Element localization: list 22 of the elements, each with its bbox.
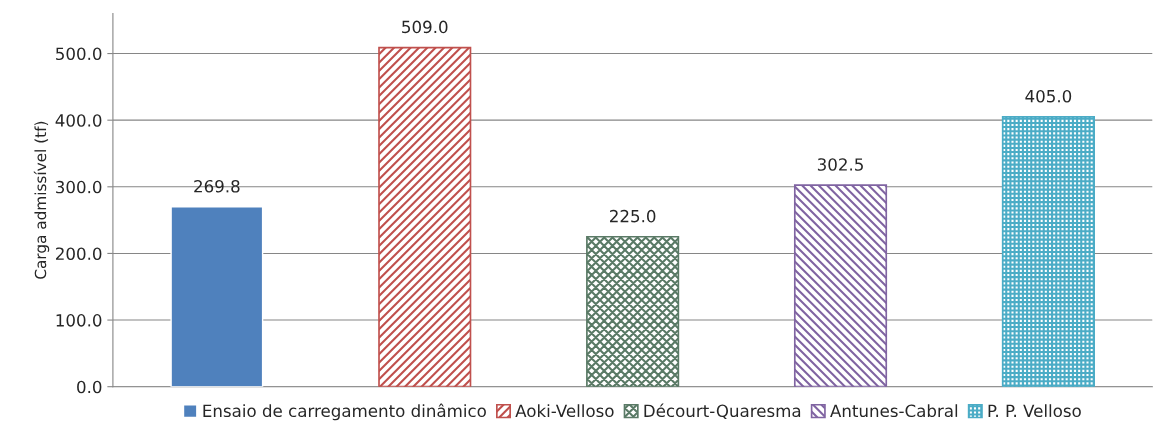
y-tick-label: 500.0 [56, 47, 102, 61]
legend-label: Aoki-Velloso [515, 404, 614, 418]
y-tick-label: 300.0 [56, 180, 102, 194]
bar [170, 206, 264, 387]
bar [1001, 116, 1095, 387]
text: 269.8 [194, 179, 240, 193]
text: 225.0 [610, 209, 656, 223]
y-axis-title: Carga admissível (tf) [33, 121, 50, 279]
legend-label: Décourt-Quaresma [644, 403, 801, 420]
bar [793, 184, 888, 387]
bar [586, 235, 680, 387]
text: 302.5 [817, 158, 863, 171]
text: 405.0 [1025, 89, 1072, 103]
legend-label: P. P. Velloso [988, 404, 1081, 418]
y-tick-label: 400.0 [55, 114, 102, 127]
legend-label: Ensaio de carregamento dinâmico [203, 403, 486, 421]
legend-label: Antunes-Cabral [830, 404, 958, 418]
y-tick-label: 0.0 [77, 380, 102, 394]
y-tick-label: 100.0 [56, 314, 102, 327]
y-tick-label: 200.0 [56, 247, 102, 260]
bar [378, 46, 472, 387]
text: 509.0 [402, 20, 448, 34]
